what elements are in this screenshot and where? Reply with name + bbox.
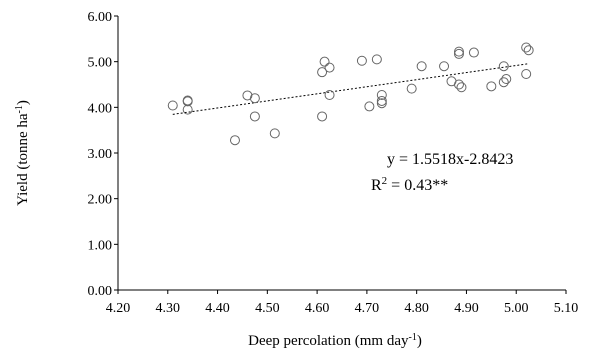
data-point <box>356 55 367 66</box>
y-tick-label: 3.00 <box>88 147 113 162</box>
data-point <box>521 68 532 79</box>
y-tick-label: 6.00 <box>88 10 113 25</box>
x-tick-label: 4.70 <box>355 301 380 316</box>
x-tick-label: 5.00 <box>504 301 529 316</box>
data-point <box>416 61 427 72</box>
data-point <box>324 62 335 73</box>
data-point <box>182 104 193 115</box>
y-axis-ticks: 0.00 1.00 2.00 3.00 4.00 5.00 6.00 <box>88 10 118 299</box>
data-point <box>371 54 382 65</box>
x-tick-label: 4.30 <box>156 301 181 316</box>
data-point <box>249 111 260 122</box>
data-point <box>523 45 534 56</box>
data-point <box>406 83 417 94</box>
x-tick-label: 4.90 <box>454 301 479 316</box>
x-tick-label: 5.10 <box>554 301 579 316</box>
data-point <box>242 90 253 101</box>
data-point <box>376 98 387 109</box>
data-point <box>249 93 260 104</box>
data-point <box>229 135 240 146</box>
data-point <box>317 67 328 78</box>
data-point <box>453 79 464 90</box>
data-point <box>486 81 497 92</box>
x-axis-title: Deep percolation (mm day-1) <box>248 332 422 350</box>
data-point <box>498 61 509 72</box>
r-squared-annotation: R2 = 0.43** <box>371 175 448 194</box>
x-tick-label: 4.20 <box>106 301 131 316</box>
data-point <box>319 56 330 67</box>
data-point <box>501 74 512 85</box>
x-tick-label: 4.50 <box>255 301 280 316</box>
data-point <box>317 111 328 122</box>
y-tick-label: 0.00 <box>88 284 113 299</box>
data-point <box>498 77 509 88</box>
x-tick-label: 4.80 <box>404 301 429 316</box>
data-points <box>167 42 534 146</box>
data-point <box>182 96 193 107</box>
data-point <box>167 100 178 111</box>
y-tick-label: 4.00 <box>88 101 113 116</box>
data-point <box>439 61 450 72</box>
data-point <box>453 46 464 57</box>
x-axis-ticks: 4.20 4.30 4.40 4.50 4.60 4.70 4.80 4.90 5.00 5.10 <box>106 290 579 316</box>
y-tick-label: 2.00 <box>88 193 113 208</box>
y-tick-label: 5.00 <box>88 56 113 71</box>
x-tick-label: 4.40 <box>205 301 230 316</box>
data-point <box>468 47 479 58</box>
data-point <box>376 95 387 106</box>
data-point <box>324 90 335 101</box>
y-axis-title: Yield (tonne ha-1) <box>14 100 32 206</box>
x-tick-label: 4.60 <box>305 301 330 316</box>
trendline <box>172 63 529 115</box>
y-tick-label: 1.00 <box>88 238 113 253</box>
data-point <box>453 48 464 59</box>
equation-annotation: y = 1.5518x-2.8423 <box>387 151 513 168</box>
data-point <box>521 42 532 53</box>
data-point <box>456 82 467 93</box>
data-point <box>376 90 387 101</box>
data-point <box>269 128 280 139</box>
data-point <box>364 101 375 112</box>
